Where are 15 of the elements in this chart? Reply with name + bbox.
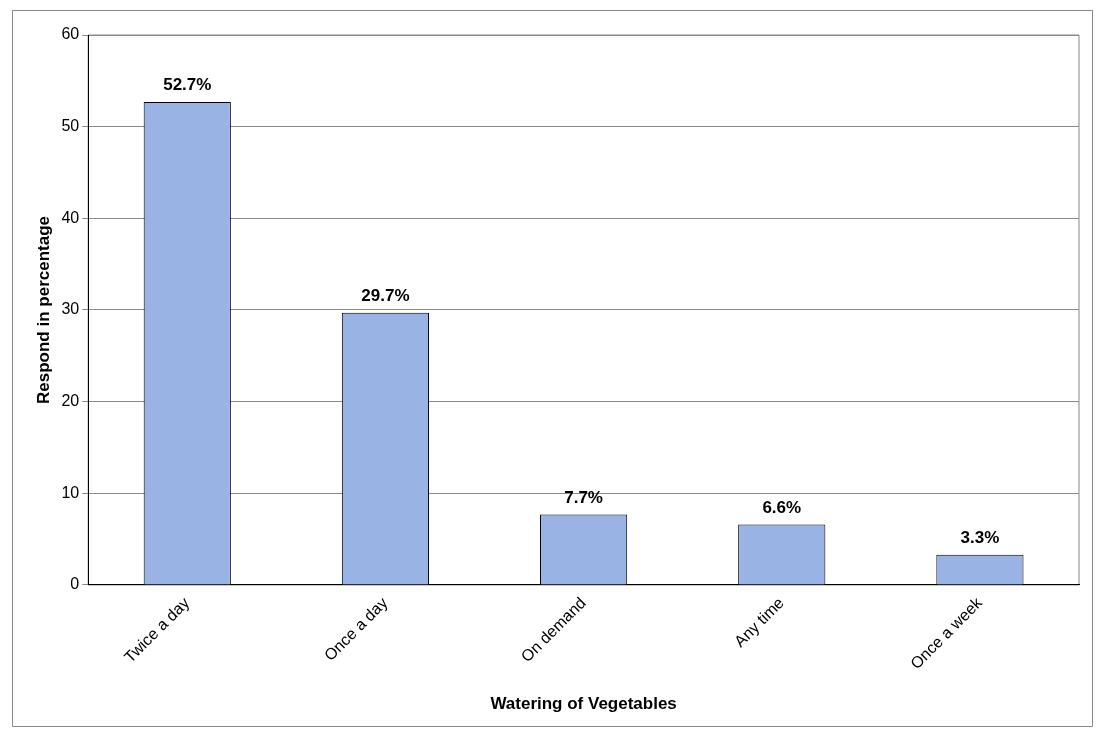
y-tick-label: 0: [70, 575, 80, 593]
y-tick-label: 60: [61, 25, 80, 43]
x-tick-label: Any time: [730, 593, 788, 651]
data-label: 6.6%: [762, 497, 802, 517]
data-label: 7.7%: [564, 487, 603, 507]
x-axis-title: Watering of Vegetables: [490, 694, 677, 714]
data-label: 52.7%: [163, 75, 212, 95]
y-axis-title: Respond in percentage: [33, 216, 53, 404]
y-tick-label: 10: [61, 483, 80, 501]
y-tick-label: 20: [61, 392, 80, 410]
data-label: 3.3%: [960, 527, 1000, 547]
y-tick-label: 50: [61, 117, 80, 135]
y-tick-label: 30: [61, 300, 80, 318]
data-label: 29.7%: [361, 285, 410, 305]
y-tick-label: 40: [61, 208, 80, 226]
